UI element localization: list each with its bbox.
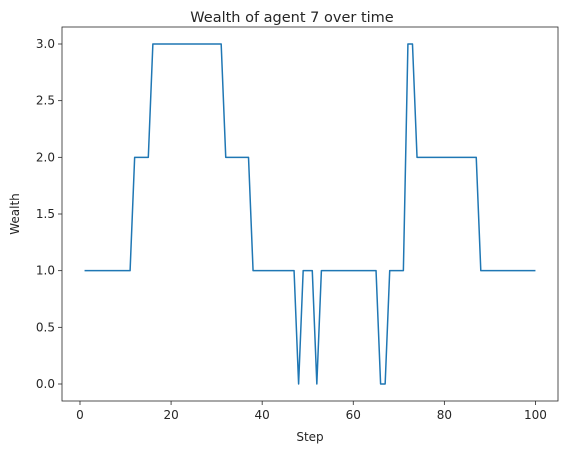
y-axis: 0.0 0.5 1.0 1.5 2.0 2.5 3.0	[36, 37, 62, 391]
chart-title: Wealth of agent 7 over time	[190, 10, 394, 26]
series-line	[84, 43, 536, 385]
x-tick-label: 20	[163, 408, 178, 422]
x-tick-label: 40	[255, 408, 270, 422]
y-tick-label: 2.0	[36, 150, 55, 164]
x-axis: 0 20 40 60 80 100	[76, 401, 547, 422]
x-tick-label: 60	[346, 408, 361, 422]
x-axis-label: Step	[296, 430, 323, 444]
plot-area	[61, 26, 559, 402]
y-tick-label: 3.0	[36, 37, 55, 51]
y-tick-label: 0.5	[36, 320, 55, 334]
y-tick-label: 1.0	[36, 264, 55, 278]
y-tick-label: 1.5	[36, 207, 55, 221]
y-tick-label: 2.5	[36, 94, 55, 108]
x-tick-label: 80	[437, 408, 452, 422]
y-axis-label: Wealth	[8, 193, 22, 235]
x-tick-label: 0	[76, 408, 84, 422]
x-tick-label: 100	[524, 408, 547, 422]
y-tick-label: 0.0	[36, 377, 55, 391]
